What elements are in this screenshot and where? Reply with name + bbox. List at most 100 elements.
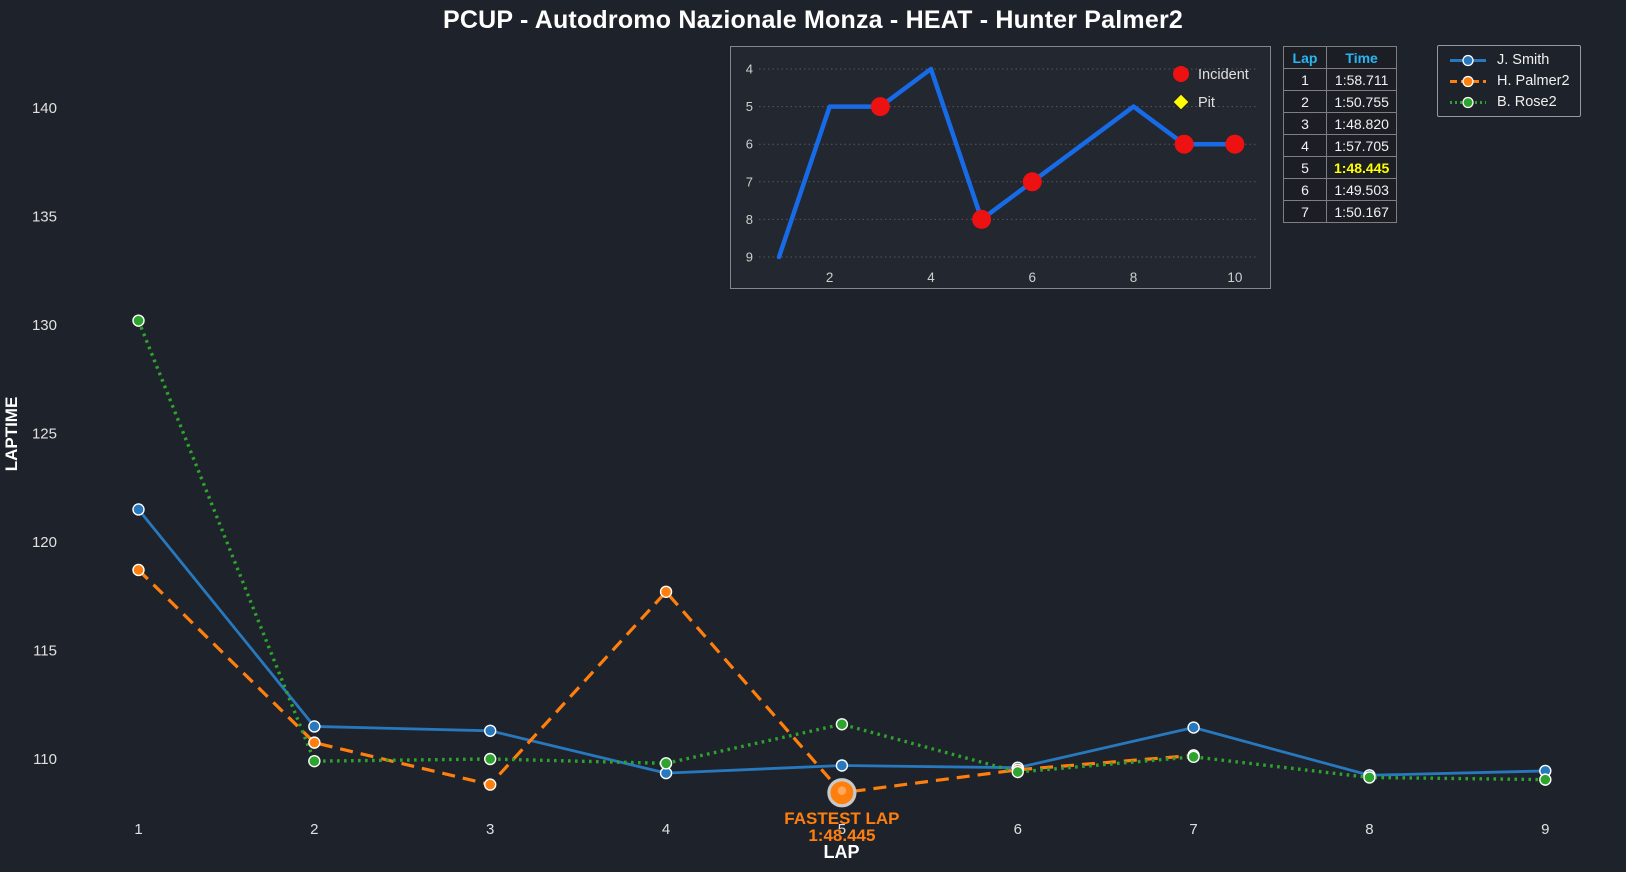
lap-cell: 3 bbox=[1283, 112, 1327, 135]
x-tick-label: 1 bbox=[134, 821, 142, 838]
fastest-lap-annotation-line2: 1:48.445 bbox=[808, 826, 875, 845]
lap-cell: 6 bbox=[1283, 178, 1327, 201]
legend-line-icon bbox=[1450, 54, 1486, 66]
time-cell: 1:57.705 bbox=[1325, 134, 1398, 157]
incident-legend-icon bbox=[1173, 66, 1189, 82]
data-point bbox=[835, 718, 849, 731]
x-tick-label: 3 bbox=[486, 821, 494, 838]
data-point bbox=[308, 754, 321, 768]
inset-x-tick-label: 8 bbox=[1130, 270, 1138, 285]
y-tick-label: 115 bbox=[33, 643, 57, 660]
lap-table-header: Time bbox=[1325, 46, 1398, 69]
data-point bbox=[132, 314, 145, 327]
x-axis-label: LAP bbox=[824, 842, 860, 862]
y-tick-label: 135 bbox=[32, 209, 57, 226]
position-line bbox=[776, 66, 1238, 260]
lap-cell: 5 bbox=[1283, 156, 1327, 179]
lap-table-row: 7 1:50.167 bbox=[1283, 200, 1398, 223]
pit-legend-label: Pit bbox=[1198, 95, 1215, 111]
inset-y-tick-label: 9 bbox=[746, 250, 753, 265]
position-inset-chart: 4 5 6 7 8 9 2 4 6 8 10 Incident Pit bbox=[730, 46, 1271, 289]
y-tick-label: 120 bbox=[32, 534, 57, 551]
legend-item-b-rose2: B. Rose2 bbox=[1448, 94, 1570, 110]
lap-cell: 2 bbox=[1283, 90, 1327, 113]
y-tick-label: 140 bbox=[32, 100, 57, 117]
inset-x-tick-label: 6 bbox=[1028, 270, 1036, 285]
lap-time-table: Lap Time 1 1:58.711 2 1:50.755 3 1:48.820 4 1:57.… bbox=[1283, 46, 1398, 223]
lap-table-row: 2 1:50.755 bbox=[1283, 90, 1398, 113]
inset-y-tick-label: 4 bbox=[746, 62, 753, 77]
chart-title: PCUP - Autodromo Nazionale Monza - HEAT … bbox=[443, 6, 1183, 34]
legend-item-label: H. Palmer2 bbox=[1497, 73, 1570, 89]
data-point bbox=[1363, 771, 1376, 784]
data-point bbox=[132, 563, 145, 577]
inset-y-tick-label: 5 bbox=[746, 99, 753, 114]
pit-legend-icon bbox=[1172, 93, 1190, 111]
time-cell: 1:48.820 bbox=[1325, 112, 1398, 135]
data-point bbox=[1187, 750, 1200, 764]
lap-table-row: 6 1:49.503 bbox=[1283, 178, 1398, 201]
lap-cell: 1 bbox=[1283, 68, 1327, 91]
data-point bbox=[1011, 765, 1024, 779]
incident-marker bbox=[1174, 134, 1194, 154]
incident-marker bbox=[870, 97, 890, 117]
incident-legend-label: Incident bbox=[1198, 67, 1249, 83]
time-cell: 1:49.503 bbox=[1325, 178, 1398, 201]
data-point bbox=[1187, 721, 1200, 734]
fastest-lap-marker-dot bbox=[837, 786, 847, 795]
x-tick-label: 7 bbox=[1189, 821, 1197, 838]
incident-marker bbox=[1225, 134, 1245, 154]
series-legend: J. Smith H. Palmer2 B. Rose2 bbox=[1437, 45, 1581, 117]
inset-y-tick-label: 8 bbox=[746, 212, 753, 227]
data-point bbox=[484, 752, 497, 766]
y-tick-label: 110 bbox=[33, 751, 57, 768]
lap-table-row: 3 1:48.820 bbox=[1283, 112, 1398, 135]
incident-marker bbox=[1022, 172, 1042, 192]
lap-table-row: 1 1:58.711 bbox=[1283, 68, 1398, 91]
inset-y-tick-label: 7 bbox=[746, 174, 753, 189]
y-tick-label: 130 bbox=[32, 317, 57, 334]
legend-item-label: J. Smith bbox=[1497, 52, 1550, 68]
data-point bbox=[1539, 773, 1552, 786]
inset-y-tick-label: 6 bbox=[746, 137, 753, 152]
inset-x-tick-label: 10 bbox=[1227, 270, 1242, 285]
x-tick-label: 4 bbox=[662, 821, 670, 838]
fastest-lap-annotation-line1: FASTEST LAP bbox=[784, 809, 899, 828]
data-point bbox=[484, 778, 497, 791]
y-tick-label: 125 bbox=[32, 426, 57, 443]
lap-cell: 7 bbox=[1283, 200, 1327, 223]
data-point bbox=[659, 757, 673, 770]
lap-cell: 4 bbox=[1283, 134, 1327, 157]
lap-table-row: 5 1:48.445 bbox=[1283, 156, 1398, 179]
data-point bbox=[308, 736, 321, 749]
x-tick-label: 8 bbox=[1365, 821, 1373, 838]
series-line-b-rose2 bbox=[136, 320, 1546, 782]
time-cell: 1:58.711 bbox=[1325, 68, 1398, 91]
time-cell: 1:50.167 bbox=[1325, 200, 1398, 223]
inset-x-tick-label: 2 bbox=[826, 270, 834, 285]
x-tick-label: 5 bbox=[838, 821, 846, 838]
data-point bbox=[132, 503, 145, 516]
legend-line-icon bbox=[1450, 96, 1486, 108]
legend-item-label: B. Rose2 bbox=[1497, 94, 1557, 110]
legend-line-icon bbox=[1450, 75, 1486, 87]
time-cell: 1:50.755 bbox=[1325, 90, 1398, 113]
data-point bbox=[308, 720, 321, 733]
lap-table-header: Lap bbox=[1283, 46, 1327, 69]
inset-x-tick-label: 4 bbox=[927, 270, 935, 285]
lap-table-row: 4 1:57.705 bbox=[1283, 134, 1398, 157]
time-cell: 1:48.445 bbox=[1325, 156, 1398, 179]
position-inset-plot: 4 5 6 7 8 9 2 4 6 8 10 Incident Pit bbox=[746, 62, 1258, 285]
legend-item-j-smith: J. Smith bbox=[1448, 52, 1570, 68]
x-tick-label: 2 bbox=[310, 821, 318, 838]
series-line-j-smith bbox=[137, 508, 1546, 777]
incident-marker bbox=[972, 209, 992, 229]
x-tick-label: 6 bbox=[1014, 821, 1022, 838]
data-point bbox=[659, 585, 673, 599]
data-point bbox=[835, 759, 849, 772]
data-point bbox=[484, 724, 497, 737]
x-tick-label: 9 bbox=[1541, 821, 1549, 838]
y-axis-label: LAPTIME bbox=[2, 397, 21, 472]
